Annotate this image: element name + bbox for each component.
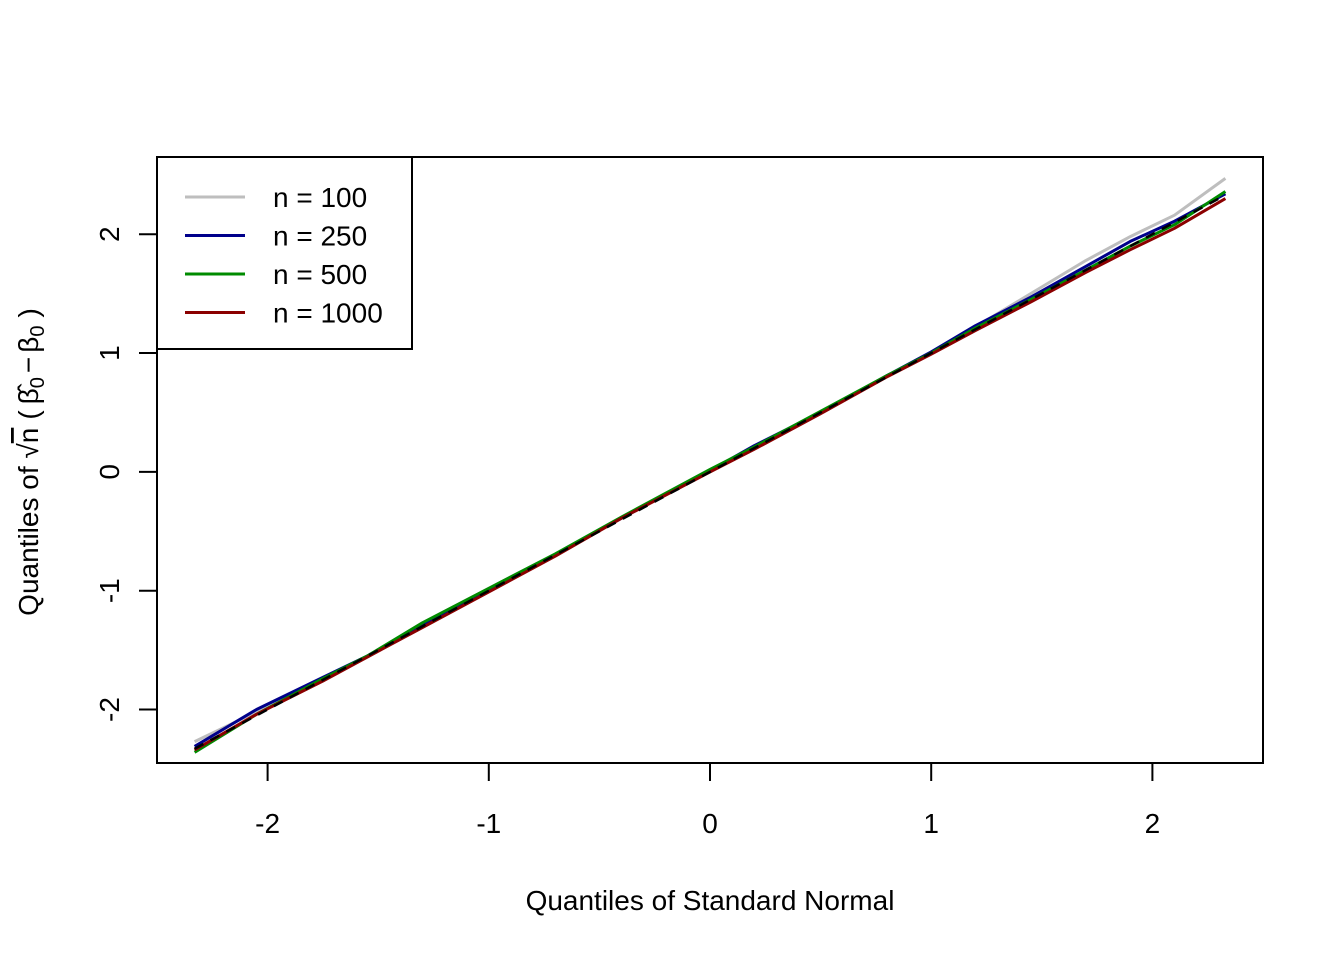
y-tick-label: 1 <box>94 345 125 361</box>
legend-label: n = 500 <box>273 259 367 290</box>
y-tick-label: 2 <box>94 226 125 242</box>
x-tick-label: 2 <box>1145 808 1161 839</box>
y-axis-title: Quantiles of √n(β̂0−β0) <box>13 308 49 616</box>
y-tick-label: -1 <box>94 578 125 603</box>
ylabel-sub-zero-1: 0 <box>27 377 49 388</box>
ylabel-minus: − <box>13 357 44 373</box>
x-tick-label: 1 <box>923 808 939 839</box>
x-axis-title: Quantiles of Standard Normal <box>526 885 895 916</box>
ylabel-open-paren: ( <box>13 410 44 420</box>
legend-label: n = 250 <box>273 221 367 252</box>
legend-box <box>156 156 413 350</box>
x-tick-label: 0 <box>702 808 718 839</box>
ylabel-prefix: Quantiles of <box>13 459 44 616</box>
legend: n = 100 n = 250 n = 500 n = 1000 <box>156 156 413 350</box>
x-axis: -2 -1 0 1 2 <box>255 763 1160 839</box>
legend-label: n = 100 <box>273 182 367 213</box>
series-lines <box>193 177 1227 754</box>
svg-text:Quantiles of √n(β̂0−β0): Quantiles of √n(β̂0−β0) <box>13 308 49 616</box>
ylabel-beta-hat: β̂ <box>13 383 44 404</box>
legend-label: n = 1000 <box>273 298 383 329</box>
y-tick-label: -2 <box>94 697 125 722</box>
ylabel-sqrt: √ <box>13 443 44 459</box>
reference-line <box>194 193 1226 750</box>
ylabel-beta: β <box>13 337 44 353</box>
x-tick-label: -2 <box>255 808 280 839</box>
y-axis: -2 -1 0 1 2 <box>94 226 157 722</box>
ylabel-n: n <box>13 428 44 444</box>
y-tick-label: 0 <box>94 464 125 480</box>
x-tick-label: -1 <box>476 808 501 839</box>
ylabel-close-paren: ) <box>13 308 44 317</box>
ylabel-sub-zero-2: 0 <box>27 326 49 337</box>
